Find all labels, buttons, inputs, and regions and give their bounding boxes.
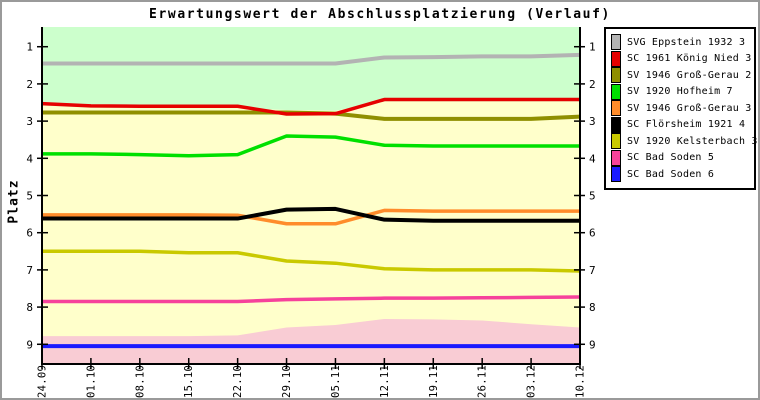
- legend-swatch: [611, 67, 621, 84]
- legend-item-sv-1920-hofheim-7: SV 1920 Hofheim 7: [611, 83, 752, 101]
- series-line-sv-1946-gro-gerau-3: [42, 208, 580, 226]
- y-tick-label-left: 8: [26, 301, 33, 314]
- legend-label: SC Bad Soden 6: [627, 168, 715, 180]
- x-tick-label: 19.11: [428, 365, 440, 398]
- y-tick-label-right: 1: [589, 41, 596, 54]
- legend-swatch: [611, 149, 621, 166]
- promotion-zone: [42, 27, 580, 111]
- legend-label: SC 1961 König Nied 3: [627, 53, 752, 65]
- y-tick-label-right: 6: [589, 227, 596, 240]
- legend-item-sc-fl-rsheim-1921-4: SC Flörsheim 1921 4: [611, 116, 752, 134]
- y-tick-label-left: 4: [26, 152, 33, 165]
- legend-label: SC Flörsheim 1921 4: [627, 119, 746, 131]
- y-tick-label-left: 2: [26, 78, 33, 91]
- legend-item-sc-bad-soden-5: SC Bad Soden 5: [611, 149, 752, 167]
- legend-label: SVG Eppstein 1932 3: [627, 36, 746, 48]
- x-tick-label: 05.11: [330, 365, 342, 398]
- legend-box: SVG Eppstein 1932 3 SC 1961 König Nied 3 S…: [604, 27, 757, 190]
- series-line-sc-bad-soden-5: [42, 295, 581, 304]
- x-tick-label: 15.10: [183, 365, 195, 398]
- y-tick-label-right: 2: [589, 78, 596, 91]
- y-tick-label-right: 5: [589, 190, 596, 203]
- y-tick-label-left: 3: [26, 115, 33, 128]
- y-tick-label-right: 7: [589, 264, 596, 277]
- y-tick-label-left: 9: [26, 338, 33, 351]
- y-tick-label-right: 4: [589, 152, 596, 165]
- x-tick-label: 29.10: [281, 365, 293, 398]
- series-line-sv-1920-hofheim-7: [42, 134, 580, 158]
- legend-item-sv-1920-kelsterbach-3: SV 1920 Kelsterbach 3: [611, 133, 757, 150]
- legend-label: SV 1920 Hofheim 7: [627, 86, 733, 98]
- legend-label: SC Bad Soden 5: [627, 152, 715, 164]
- x-tick-label: 12.11: [379, 365, 391, 398]
- legend-label: SV 1920 Kelsterbach 3: [627, 135, 758, 147]
- chart-title: Erwartungswert der Abschlussplatzierung …: [149, 7, 611, 22]
- x-tick-label: 10.12: [575, 365, 587, 398]
- y-tick-label-left: 6: [26, 227, 33, 240]
- legend-swatch: [611, 34, 621, 51]
- x-tick-label: 01.10: [85, 365, 97, 398]
- legend-label: SV 1946 Groß-Gerau 3: [627, 102, 752, 114]
- legend-item-sv-1946-gro-gerau-2: SV 1946 Groß-Gerau 2: [611, 67, 752, 84]
- legend-item-sc-bad-soden-6: SC Bad Soden 6: [611, 166, 752, 183]
- legend-swatch: [611, 133, 621, 150]
- legend-swatch: [611, 100, 621, 117]
- y-tick-label-left: 5: [26, 190, 33, 203]
- y-tick-label-right: 8: [589, 301, 596, 314]
- x-tick-label: 26.11: [477, 365, 489, 398]
- y-tick-label-right: 3: [589, 115, 596, 128]
- y-tick-label-right: 9: [589, 338, 596, 351]
- legend-swatch: [611, 50, 621, 67]
- legend-swatch: [611, 83, 621, 100]
- series-line-sc-1961-k-nig-nied-3: [41, 97, 580, 116]
- y-tick-label-left: 7: [26, 264, 33, 277]
- legend-swatch: [611, 116, 621, 133]
- relegation-zone: [42, 318, 580, 364]
- legend-swatch: [611, 166, 621, 183]
- x-tick-label: 03.12: [526, 365, 538, 398]
- series-line-svg-eppstein-1932-3: [42, 52, 581, 66]
- legend-label: SV 1946 Groß-Gerau 2: [627, 69, 752, 81]
- series-line-sv-1920-kelsterbach-3: [42, 249, 581, 273]
- x-tick-label: 08.10: [134, 365, 146, 398]
- y-tick-label-left: 1: [26, 41, 33, 54]
- x-tick-label: 24.09: [37, 365, 49, 398]
- series-line-sc-fl-rsheim-1921-4: [42, 206, 580, 223]
- legend-item-sv-1946-gro-gerau-3: SV 1946 Groß-Gerau 3: [611, 100, 752, 117]
- legend-item-sc-1961-k-nig-nied-3: SC 1961 König Nied 3: [611, 50, 752, 68]
- legend-item-svg-eppstein-1932-3: SVG Eppstein 1932 3: [611, 34, 752, 51]
- x-tick-label: 22.10: [232, 365, 244, 398]
